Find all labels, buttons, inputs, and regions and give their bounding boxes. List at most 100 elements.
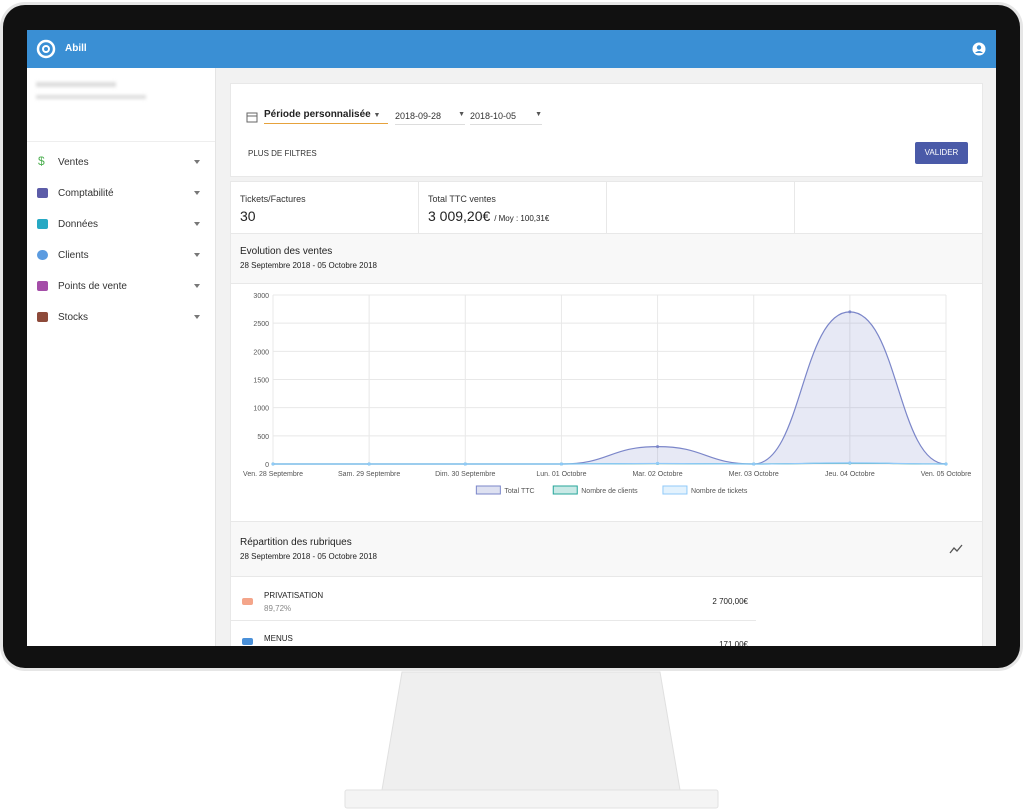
- caret: [194, 315, 200, 322]
- chart-title: Evolution des ventes: [240, 246, 333, 257]
- y-tick-label: 1500: [253, 378, 269, 385]
- nav-label: Ventes: [58, 157, 89, 168]
- stats-card: Tickets/Factures 30 Total TTC ventes 3 0…: [230, 181, 983, 235]
- legend-label: Nombre de tickets: [691, 488, 748, 495]
- y-tick-label: 500: [257, 434, 269, 441]
- icon: [37, 219, 48, 229]
- point: [559, 462, 563, 466]
- x-tick-label: Jeu. 04 Octobre: [825, 471, 875, 478]
- breakdown-row: MENUS 171,00€: [231, 620, 756, 646]
- caret: [194, 160, 200, 167]
- stat-label: Total TTC ventes: [428, 194, 496, 204]
- caret: [194, 191, 200, 198]
- nav-label: Stocks: [58, 312, 89, 323]
- stat-average: / Moy : 100,31€: [494, 214, 550, 223]
- more-filters[interactable]: PLUS DE FILTRES: [248, 149, 317, 158]
- x-tick-label: Sam. 29 Septembre: [338, 471, 400, 478]
- x-tick-label: Mer. 03 Octobre: [729, 471, 779, 478]
- chart-card: Evolution des ventes 28 Septembre 2018 -…: [230, 233, 983, 523]
- nav-item[interactable]: Stocks: [27, 303, 215, 333]
- x-tick-label: Ven. 28 Septembre: [243, 471, 303, 478]
- y-tick-label: 0: [265, 462, 269, 469]
- top-bar: Abill: [27, 30, 996, 68]
- row-amount: 171,00€: [719, 640, 748, 646]
- divider: [27, 141, 215, 142]
- legend-swatch: [475, 485, 501, 495]
- period-label: Période personnalisée: [264, 109, 371, 120]
- x-tick-label: Ven. 05 Octobre: [921, 471, 972, 478]
- point: [848, 310, 852, 314]
- caret: [194, 284, 200, 291]
- point: [848, 461, 852, 465]
- end-date-label: 2018-10-05: [470, 111, 517, 121]
- chart-subtitle: 28 Septembre 2018 - 05 Octobre 2018: [240, 261, 377, 270]
- y-tick-label: 2000: [253, 349, 269, 356]
- nav-item[interactable]: Clients: [27, 241, 215, 271]
- nav-label: Clients: [58, 250, 89, 261]
- x-tick-label: Dim. 30 Septembre: [435, 471, 495, 478]
- point: [656, 461, 660, 465]
- stat-label: Tickets/Factures: [240, 194, 306, 204]
- user-blur: [36, 95, 146, 99]
- breakdown-card: Répartition des rubriques 28 Septembre 2…: [230, 521, 983, 646]
- period-select[interactable]: Période personnalisée ▼: [264, 109, 388, 124]
- icon: [37, 188, 48, 198]
- nav-label: Données: [58, 219, 99, 230]
- nav-item[interactable]: Données: [27, 210, 215, 240]
- divider: [418, 182, 419, 234]
- y-tick-label: 1000: [253, 406, 269, 413]
- nav-item[interactable]: Points de vente: [27, 272, 215, 302]
- chart: 0 500 1000 1500 2000 2500 3000 Ven. 28 Septembr…: [243, 293, 972, 495]
- row-name: PRIVATISATION: [264, 591, 324, 600]
- point: [656, 445, 660, 449]
- row-swatch: [242, 638, 253, 645]
- x-tick-label: Mar. 02 Octobre: [632, 471, 682, 478]
- filter-card: Période personnalisée ▼ 2018-09-28 ▼ 201…: [230, 83, 983, 177]
- monitor-stand: [344, 671, 719, 809]
- end-date[interactable]: 2018-10-05 ▼: [470, 111, 542, 125]
- start-date[interactable]: 2018-09-28 ▼: [395, 111, 465, 125]
- icon: $: [38, 154, 45, 168]
- caret: [194, 222, 200, 229]
- point: [752, 462, 756, 466]
- point: [463, 462, 467, 466]
- breakdown-row: PRIVATISATION 89,72% 2 700,00€: [231, 577, 756, 621]
- stat-value: 3 009,20€ / Moy : 100,31€: [428, 208, 549, 224]
- legend-swatch: [662, 485, 688, 495]
- start-date-label: 2018-09-28: [395, 111, 442, 121]
- nav-item[interactable]: $ Ventes: [27, 148, 215, 178]
- icon: [37, 250, 48, 260]
- line: [272, 462, 947, 465]
- legend-swatch: [552, 485, 578, 495]
- point: [944, 462, 948, 466]
- icon: [37, 312, 48, 322]
- legend-label: Total TTC: [504, 488, 534, 495]
- sidebar: $ Ventes Comptabilité Données Clients Poi…: [27, 68, 216, 646]
- point: [367, 462, 371, 466]
- nav-item[interactable]: Comptabilité: [27, 179, 215, 209]
- row-percent: 89,72%: [264, 604, 292, 613]
- nav-label: Comptabilité: [58, 188, 114, 199]
- row-amount: 2 700,00€: [712, 597, 748, 606]
- divider: [606, 182, 607, 234]
- area: [273, 311, 946, 464]
- row-name: MENUS: [264, 634, 293, 643]
- breakdown-subtitle: 28 Septembre 2018 - 05 Octobre 2018: [240, 552, 377, 561]
- point: [271, 462, 275, 466]
- breakdown-title: Répartition des rubriques: [240, 537, 352, 548]
- logo: [36, 39, 56, 59]
- screen: Abill $ Ventes Comptabilité Données Clien…: [27, 30, 996, 646]
- stat-amount: 3 009,20€: [428, 208, 491, 224]
- x-tick-label: Lun. 01 Octobre: [536, 471, 586, 478]
- user-blur: [36, 82, 116, 87]
- trend-icon[interactable]: [949, 544, 963, 554]
- app-name: Abill: [65, 43, 87, 54]
- user-icon[interactable]: [972, 42, 986, 56]
- submit-button[interactable]: VALIDER: [915, 142, 968, 164]
- chart-header: [231, 234, 982, 284]
- legend-label: Nombre de clients: [581, 488, 638, 495]
- caret: [194, 253, 200, 260]
- y-tick-label: 3000: [253, 293, 269, 300]
- divider: [794, 182, 795, 234]
